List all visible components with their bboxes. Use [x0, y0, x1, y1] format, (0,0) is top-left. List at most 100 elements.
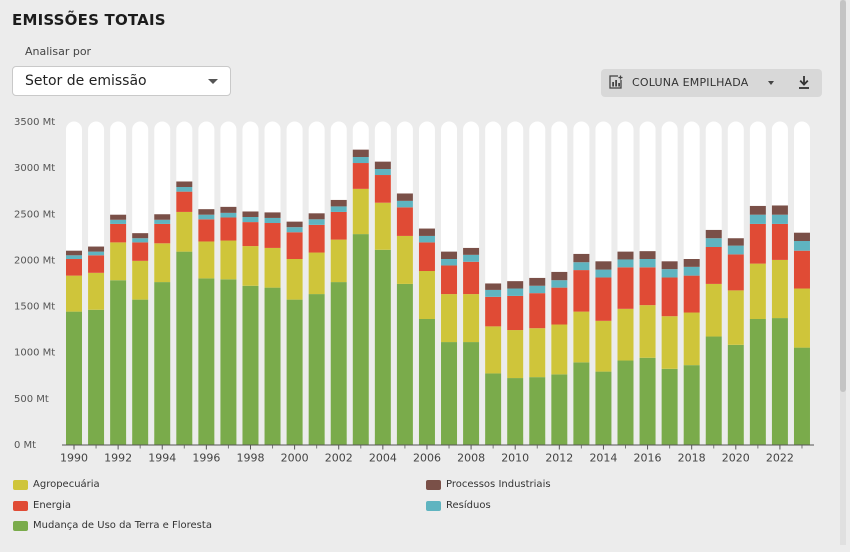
bar-segment [176, 191, 193, 212]
bar-segment [242, 222, 259, 247]
legend-item[interactable]: Resíduos [426, 500, 686, 514]
legend-swatch [426, 480, 441, 490]
bar-segment [705, 229, 722, 239]
legend-item[interactable]: Energia [13, 500, 273, 514]
bar-segment [639, 305, 656, 358]
analyze-by-select[interactable]: Setor de emissão [12, 66, 231, 96]
bar-segment [573, 262, 590, 271]
bar-segment [330, 199, 347, 207]
scrollbar-thumb[interactable] [840, 0, 846, 392]
bar-segment [617, 251, 634, 260]
bar-segment [551, 280, 568, 288]
bar-segment [727, 238, 744, 246]
legend-item[interactable]: Agropecuária [13, 479, 273, 493]
x-tick-label: 1996 [192, 452, 220, 465]
bar-segment [551, 271, 568, 281]
bar-segment [88, 246, 105, 252]
bar-segment [88, 255, 105, 273]
bar-segment [507, 295, 524, 331]
bar-segment [198, 219, 215, 242]
x-tick-label: 2014 [589, 452, 617, 465]
x-tick-label: 2022 [766, 452, 794, 465]
x-tick-label: 2002 [325, 452, 353, 465]
x-tick-label: 2010 [501, 452, 529, 465]
bar-segment [330, 206, 347, 212]
bar-segment [308, 252, 325, 295]
legend-swatch [13, 480, 28, 490]
bar-segment [396, 283, 413, 445]
bar-segment [529, 277, 546, 286]
bar-segment [485, 326, 502, 374]
legend-swatch [13, 521, 28, 531]
bar-segment [727, 245, 744, 255]
bar-segment [617, 360, 634, 445]
bar-segment [264, 217, 281, 224]
bar-segment [110, 280, 127, 445]
bar-segment [132, 260, 149, 300]
x-tick-label: 2020 [722, 452, 750, 465]
bar-segment [308, 224, 325, 253]
bar-segment [639, 357, 656, 445]
bar-segment [88, 272, 105, 310]
bar-segment [639, 267, 656, 306]
bar-segment [352, 234, 369, 445]
bar-segment [661, 269, 678, 278]
bar-segment [220, 240, 237, 280]
legend-swatch [13, 501, 28, 511]
bar-segment [132, 299, 149, 445]
bar-segment [308, 294, 325, 445]
bar-segment [463, 342, 480, 445]
bar-segment [176, 251, 193, 445]
bar-segment [749, 223, 766, 264]
legend-label: Processos Industriais [446, 479, 551, 490]
bar-segment [749, 214, 766, 224]
bar-segment [793, 250, 810, 289]
bar-segment [110, 214, 127, 220]
bar-segment [727, 290, 744, 345]
legend-item[interactable]: Processos Industriais [426, 479, 686, 493]
y-tick-label: 3000 Mt [14, 163, 55, 174]
bar-segment [529, 285, 546, 294]
bar-segment [176, 211, 193, 252]
bar-segment [110, 219, 127, 224]
bar-segment [705, 238, 722, 248]
bar-segment [573, 311, 590, 363]
bar-segment [639, 259, 656, 268]
bar-segment [485, 289, 502, 297]
bar-segment [176, 181, 193, 188]
bar-segment [573, 362, 590, 445]
bar-segment [441, 251, 458, 260]
bar-segment [330, 211, 347, 240]
y-tick-label: 2000 Mt [14, 255, 55, 266]
bar-segment [705, 336, 722, 445]
legend-label: Agropecuária [33, 479, 100, 490]
stacked-bar-chart: 0 Mt 500 Mt 1000 Mt 1500 Mt 2000 Mt 2500 Mt 30… [14, 117, 814, 465]
bar-segment [66, 250, 82, 256]
bar-segment [683, 266, 700, 276]
bar-segment [463, 294, 480, 343]
bar-segment [220, 212, 237, 218]
bar-segment [441, 265, 458, 295]
bar-segment [418, 228, 435, 236]
bar-segment [705, 283, 722, 337]
x-tick-label: 1992 [104, 452, 132, 465]
bar-segment [242, 285, 259, 445]
bar-segment [507, 330, 524, 379]
bar-segment [132, 242, 149, 261]
bar-segment [396, 207, 413, 236]
download-icon[interactable] [796, 74, 812, 91]
bar-segment [154, 214, 171, 220]
bar-segment [507, 281, 524, 289]
bar-segment [749, 205, 766, 215]
x-tick-label: 2006 [413, 452, 441, 465]
bar-segment [220, 206, 237, 213]
x-tick-label: 2008 [457, 452, 485, 465]
bar-segment [264, 247, 281, 288]
bar-segment [110, 242, 127, 281]
x-tick-label: 2004 [369, 452, 397, 465]
bar-segment [374, 202, 391, 250]
legend-item[interactable]: Mudança de Uso da Terra e Floresta [13, 520, 273, 534]
chart-type-button[interactable]: COLUNA EMPILHADA [601, 69, 822, 97]
chart-title: EMISSÕES TOTAIS [12, 11, 166, 29]
bar-segment [661, 368, 678, 445]
